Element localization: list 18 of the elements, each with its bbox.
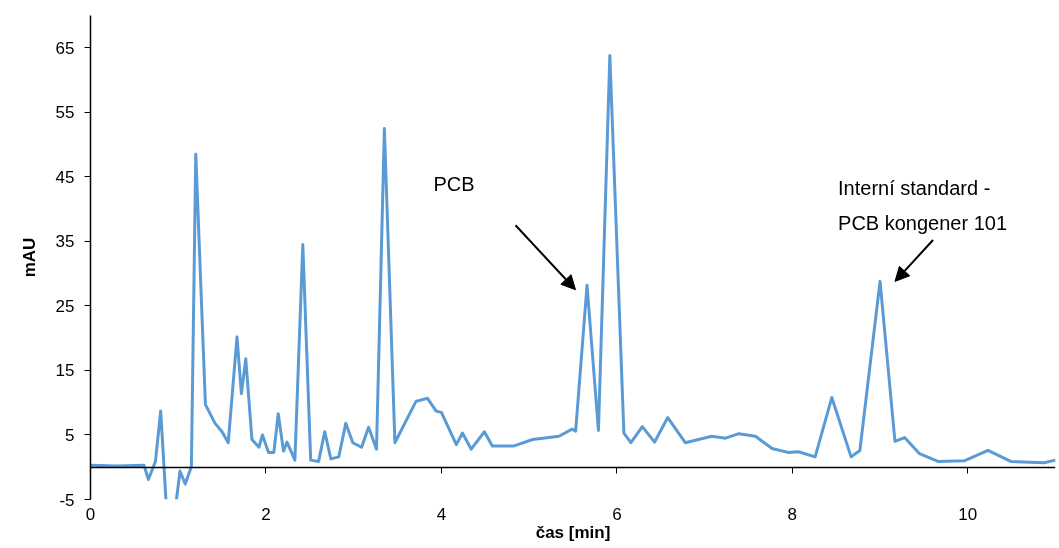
y-tick-label: 65 — [55, 38, 75, 58]
annotation: PCB — [433, 172, 475, 195]
y-tick-label: 45 — [55, 167, 75, 187]
x-tick-label: 6 — [612, 504, 622, 524]
annotation: Interní standard - PCB kongener 101 — [838, 177, 1008, 235]
x-tick-label: 4 — [436, 504, 447, 524]
y-axis-title: mAU — [19, 237, 39, 278]
x-tick-label: 0 — [85, 504, 96, 524]
x-tick-label: 2 — [261, 504, 271, 524]
x-tick-label: 10 — [958, 504, 978, 524]
y-tick-label: -5 — [59, 490, 75, 510]
y-tick-label: 35 — [55, 232, 75, 252]
y-tick-label: 15 — [55, 361, 75, 381]
x-tick-label: 8 — [787, 504, 798, 524]
x-axis-title: čas [min] — [535, 522, 611, 542]
y-tick-label: 55 — [55, 103, 75, 123]
y-tick-label: 25 — [55, 296, 75, 316]
y-tick-label: 5 — [65, 425, 75, 445]
